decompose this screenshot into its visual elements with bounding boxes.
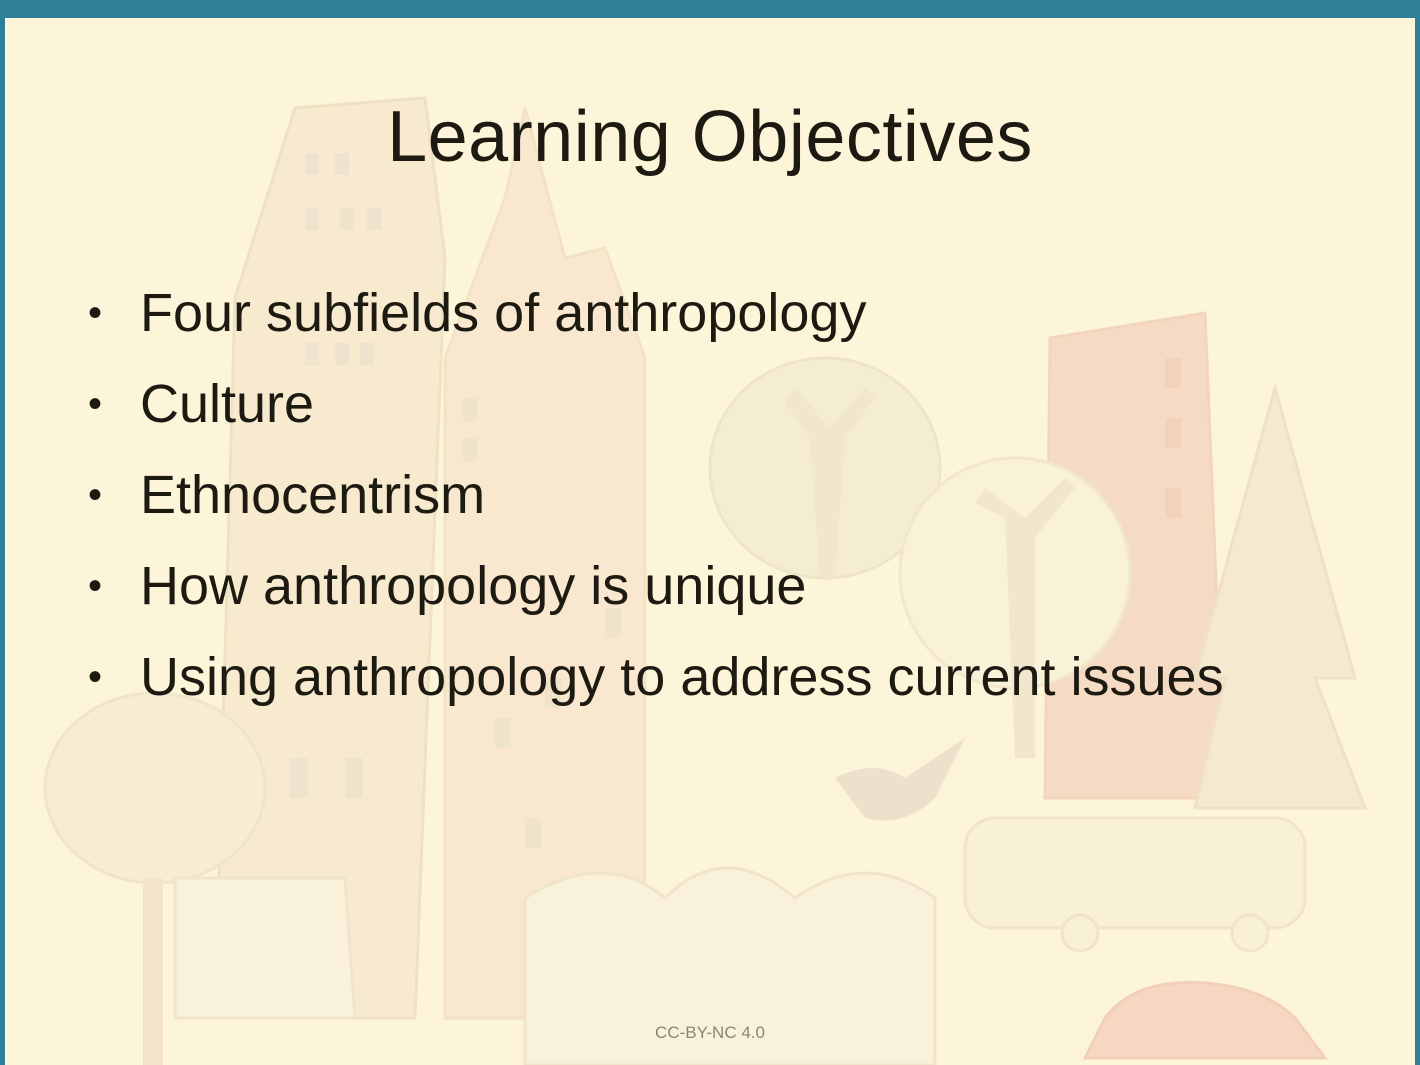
license-footer: CC-BY-NC 4.0 — [655, 1023, 765, 1042]
bullet-icon: • — [88, 564, 103, 608]
list-item: • How anthropology is unique — [85, 546, 1224, 637]
objectives-list: • Four subfields of anthropology • Cultu… — [85, 273, 1224, 728]
list-item: • Culture — [85, 364, 1224, 455]
bullet-text: Four subfields of anthropology — [140, 283, 867, 343]
bullet-icon: • — [88, 655, 103, 699]
bullet-text: Ethnocentrism — [140, 465, 486, 525]
list-item: • Four subfields of anthropology — [85, 273, 1224, 364]
bullet-text: How anthropology is unique — [140, 556, 807, 616]
city-drawing-background — [43, 96, 1368, 1065]
bullet-text: Culture — [140, 374, 315, 434]
list-item: • Using anthropology to address current … — [85, 637, 1224, 728]
bullet-text: Using anthropology to address current is… — [140, 647, 1224, 707]
list-item: • Ethnocentrism — [85, 455, 1224, 546]
bullet-icon: • — [88, 291, 103, 335]
slide-title: Learning Objectives — [387, 97, 1033, 177]
bullet-icon: • — [88, 382, 103, 426]
bullet-icon: • — [88, 473, 103, 517]
